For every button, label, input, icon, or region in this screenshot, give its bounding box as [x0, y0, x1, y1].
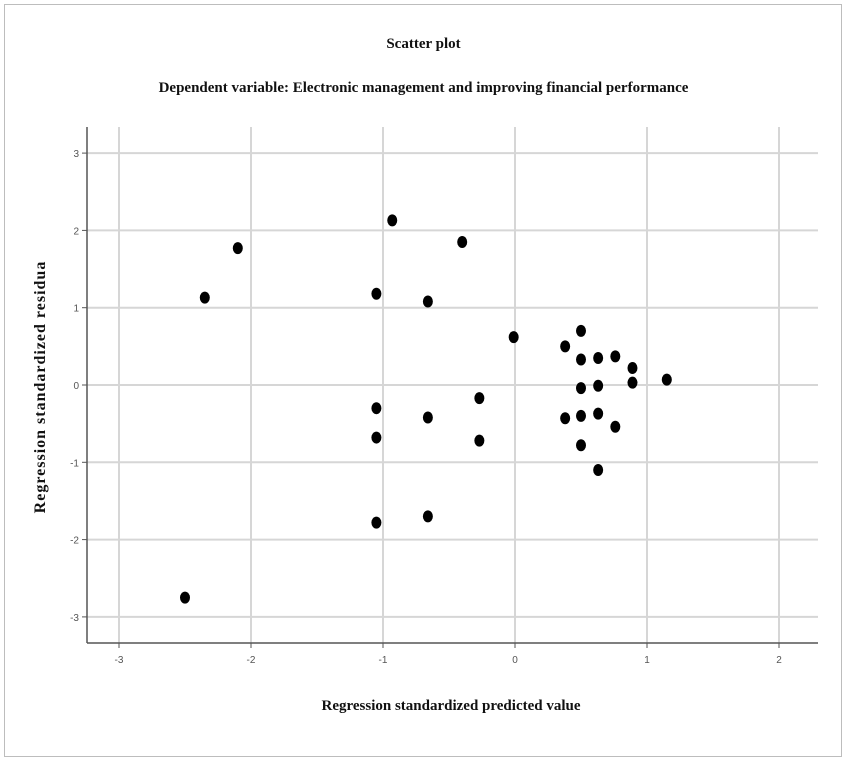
data-point: [232, 242, 243, 255]
y-tick-label: 3: [73, 149, 79, 160]
data-point: [180, 591, 190, 604]
x-tick-label: -2: [247, 655, 256, 666]
data-point: [560, 340, 571, 353]
data-point: [576, 409, 586, 422]
data-point: [422, 510, 433, 523]
chart-title: Scatter plot: [386, 36, 461, 52]
data-point: [387, 214, 398, 227]
chart-subtitle: Dependent variable: Electronic managemen…: [158, 80, 689, 96]
data-point: [593, 379, 604, 392]
data-point: [371, 402, 382, 415]
data-point: [661, 373, 672, 386]
x-tick-label: -1: [379, 655, 388, 666]
data-point: [576, 324, 586, 337]
data-point: [474, 392, 485, 405]
data-point: [199, 291, 210, 304]
chart-frame: [4, 4, 842, 757]
y-tick-label: 1: [73, 304, 79, 315]
data-point: [610, 420, 621, 433]
data-point: [627, 376, 638, 389]
y-tick-label: -2: [70, 536, 79, 547]
data-point: [627, 361, 638, 374]
data-point: [576, 353, 586, 366]
data-point: [593, 351, 604, 364]
data-point: [457, 235, 468, 248]
y-tick-label: -3: [70, 613, 79, 624]
x-tick-label: 0: [512, 655, 518, 666]
x-axis-label: Regression standardized predicted value: [321, 698, 581, 714]
data-point: [371, 287, 382, 300]
data-point: [593, 407, 604, 420]
data-point: [508, 331, 519, 344]
data-point: [422, 295, 433, 308]
x-tick-label: 2: [776, 655, 782, 666]
data-point: [593, 464, 604, 477]
data-point: [576, 382, 586, 395]
data-point: [371, 431, 382, 444]
x-tick-label: 1: [644, 655, 650, 666]
y-tick-label: 2: [73, 226, 79, 237]
data-point: [422, 411, 433, 424]
data-point: [576, 439, 586, 452]
y-tick-label: -1: [70, 458, 79, 469]
y-tick-label: 0: [73, 381, 79, 392]
data-point: [474, 434, 485, 447]
x-tick-label: -3: [115, 655, 124, 666]
data-point: [560, 412, 571, 425]
data-point: [610, 350, 621, 363]
data-point: [371, 516, 382, 529]
